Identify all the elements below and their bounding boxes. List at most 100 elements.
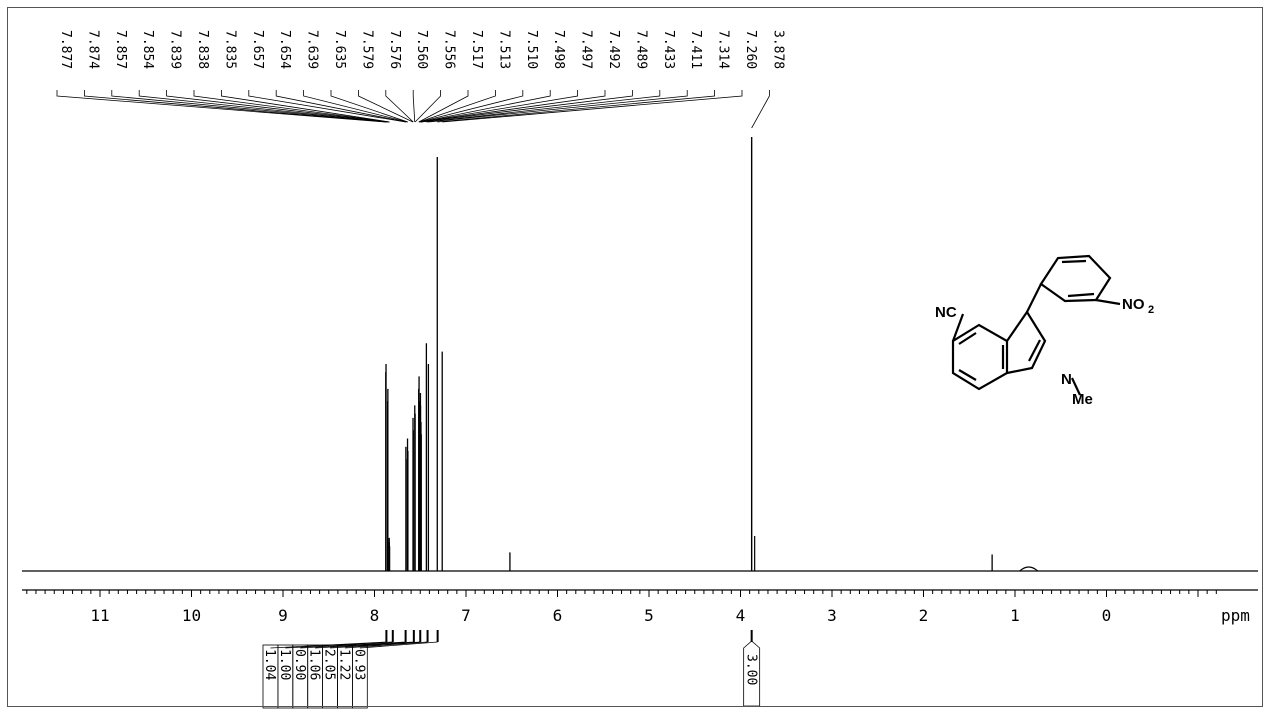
x-axis-unit-label: ppm	[1221, 606, 1250, 625]
peak-label: 7.654	[277, 30, 292, 69]
x-axis: 11 10 9 8 7 6 5 4 3 2 1 0	[22, 589, 1258, 625]
peak-label-layer: 7.877 7.874 7.857 7.854 7.839 7.838 7.835 7.657…	[58, 30, 785, 69]
x-tick-label: 9	[278, 606, 288, 625]
integral-connector	[344, 641, 428, 649]
peak-label: 7.314	[716, 30, 731, 69]
x-tick-label: 1	[1010, 606, 1020, 625]
peak-connector	[303, 90, 408, 123]
peak-label: 7.260	[743, 30, 758, 69]
peak-connector	[414, 90, 442, 123]
nitro-subscript: 2	[1148, 304, 1154, 316]
integral-value: 1.00	[277, 649, 292, 680]
peak-connector	[275, 90, 407, 123]
peak-connector	[420, 90, 551, 123]
x-tick-label: 8	[370, 606, 380, 625]
integral-value: 0.90	[292, 649, 307, 680]
peak-connector	[412, 90, 416, 123]
peak-label: 7.498	[551, 30, 566, 69]
peak-label: 7.857	[113, 30, 128, 69]
n-methyl-bond	[1071, 377, 1081, 396]
x-tick-label: 2	[919, 606, 929, 625]
peak-label: 7.839	[168, 30, 183, 69]
nitrophenyl-ring	[1039, 254, 1112, 303]
peak-label: 7.489	[633, 30, 648, 69]
integral-value: 2.05	[322, 649, 337, 680]
x-tick-label: 0	[1102, 606, 1112, 625]
peak-label: 7.510	[524, 30, 539, 69]
peak-label: 7.635	[332, 30, 347, 69]
peak-connector	[248, 90, 406, 123]
peak-connector	[420, 90, 578, 123]
peak-connector	[751, 90, 770, 129]
nc-label: NC	[935, 304, 957, 321]
peak-label: 7.576	[387, 30, 402, 69]
integral-layer: 1.04 1.00 0.90 1.06 2.05 1.22 0.93 3.00	[262, 630, 761, 709]
x-tick-label: 5	[644, 606, 654, 625]
peak-label: 7.854	[140, 30, 155, 69]
peak-connector	[418, 90, 496, 123]
peak-connector	[56, 90, 386, 123]
integral-connector	[330, 641, 421, 649]
peak-label: 7.492	[606, 30, 621, 69]
peak-connector	[220, 90, 390, 123]
x-tick-label: 7	[461, 606, 471, 625]
integral-value: 1.22	[337, 649, 352, 680]
peak-label: 7.838	[195, 30, 210, 69]
peak-connector	[193, 90, 390, 123]
integral-value: 1.04	[262, 649, 277, 680]
peak-label: 7.433	[661, 30, 676, 69]
peak-connector	[357, 90, 414, 123]
peak-label: 7.517	[469, 30, 484, 69]
integral-box	[743, 640, 761, 707]
peak-label: 7.513	[496, 30, 511, 69]
peak-label: 7.639	[305, 30, 320, 69]
peak-connector	[418, 90, 469, 123]
peak-label: 3.878	[770, 30, 785, 69]
peak-connector	[84, 90, 387, 123]
peak-label: 7.874	[85, 30, 100, 69]
nitro-bond	[1095, 298, 1121, 306]
peak-connector	[420, 90, 606, 123]
aryl-bond	[1026, 283, 1042, 313]
integral-value: 1.06	[307, 649, 322, 680]
peak-connector	[330, 90, 409, 123]
peak-connector	[385, 90, 414, 123]
peak-line	[1019, 566, 1039, 572]
figure-frame	[7, 7, 1263, 707]
integral-box	[351, 644, 368, 709]
x-tick-label: 6	[553, 606, 563, 625]
integral-connector	[359, 641, 438, 649]
peak-connector	[421, 90, 633, 123]
peak-connector	[166, 90, 390, 123]
methyl-label: Me	[1072, 391, 1093, 408]
peak-connector	[442, 90, 743, 123]
nitrile-bond	[951, 313, 965, 342]
nitro-label: NO	[1122, 296, 1145, 313]
x-tick-label: 11	[90, 606, 109, 625]
peak-label: 7.579	[359, 30, 374, 69]
peak-connector	[437, 90, 715, 123]
peak-label: 7.560	[414, 30, 429, 69]
peak-connector	[138, 90, 388, 123]
x-tick-label: 10	[182, 606, 201, 625]
pyrrole-ring	[1006, 309, 1047, 375]
spectrum-layer	[22, 137, 1258, 572]
peak-label: 7.497	[579, 30, 594, 69]
x-tick-label: 3	[827, 606, 837, 625]
integral-value: 0.93	[351, 649, 366, 680]
peak-label: 7.411	[688, 30, 703, 69]
peak-connector	[428, 90, 688, 123]
integral-value: 3.00	[744, 654, 759, 685]
peak-label: 7.835	[222, 30, 237, 69]
peak-label: 7.877	[58, 30, 73, 69]
peak-connector	[426, 90, 661, 123]
peak-label: 7.556	[442, 30, 457, 69]
peak-connector	[419, 90, 524, 123]
nitrogen-label: N	[1061, 371, 1072, 388]
molecule-structure: NC NO 2 N Me	[935, 254, 1154, 408]
peak-label: 7.657	[250, 30, 265, 69]
peak-connector	[111, 90, 388, 123]
x-tick-label: 4	[736, 606, 746, 625]
